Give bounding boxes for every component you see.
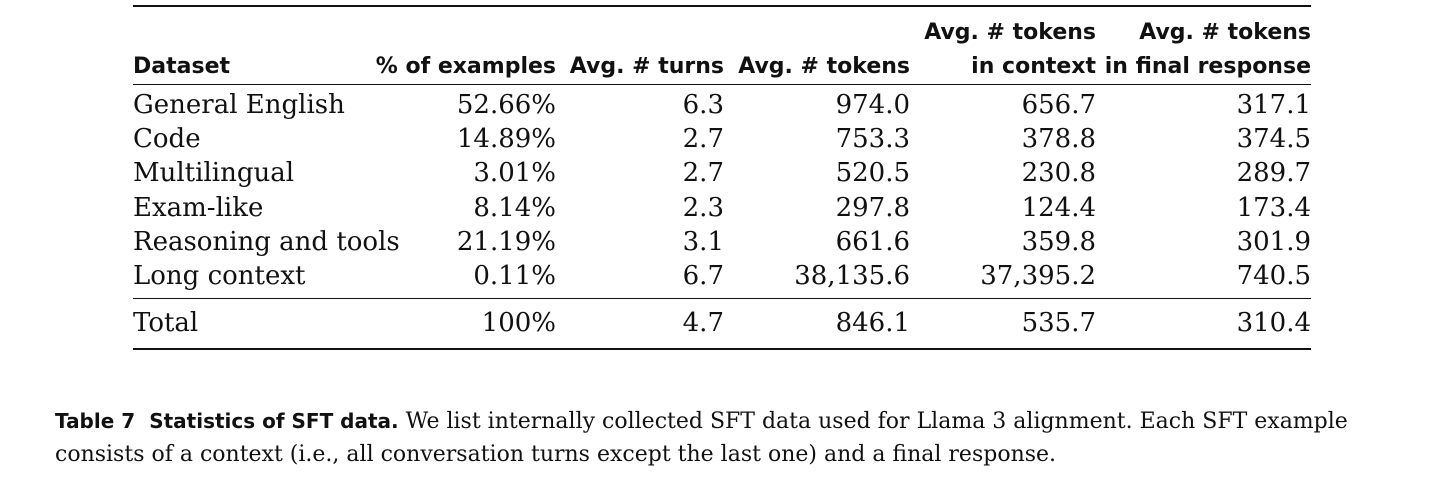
cell-avg-tokens-context: 230.8 [1021,158,1096,189]
header-dataset: Dataset [133,5,369,85]
cell-avg-tokens-context: 37,395.2 [980,261,1096,292]
cell-dataset: Reasoning and tools [133,226,400,257]
cell-avg-tokens-final-response: 317.1 [1236,90,1311,120]
cell-avg-tokens: 297.8 [835,192,910,223]
cell-dataset: General English [133,90,345,120]
table-body: General English 52.66% 6.3 974.0 656.7 317.1 C… [133,85,1311,299]
cell-avg-tokens-context: 656.7 [1021,90,1096,120]
cell-avg-tokens-final-response: 374.5 [1236,124,1311,155]
sft-statistics-table: Dataset % of examples Avg. # turns Avg. … [133,5,1311,351]
total-row: Total 100% 4.7 846.1 535.7 310.4 [133,298,1311,351]
cell-avg-tokens: 974.0 [835,90,910,120]
cell-avg-tokens-context: 378.8 [1021,124,1096,155]
caption-text: We list internally collected SFT data us… [55,409,1348,467]
sft-statistics-table-wrapper: Dataset % of examples Avg. # turns Avg. … [133,5,1311,351]
caption-title: Statistics of SFT data. [149,409,399,433]
cell-percent-examples: 0.11% [473,261,556,292]
cell-avg-turns: 6.3 [682,90,724,120]
table-caption: Table 7 Statistics of SFT data. We list … [55,405,1400,471]
cell-dataset: Multilingual [133,158,295,189]
cell-avg-tokens: 753.3 [835,124,910,155]
total-avg-tokens-context: 535.7 [910,298,1096,351]
cell-percent-examples: 52.66% [456,90,556,120]
table-row: General English 52.66% 6.3 974.0 656.7 317.1 [133,85,1311,123]
cell-avg-tokens: 661.6 [835,226,910,257]
total-percent-examples: 100% [369,298,556,351]
cell-dataset: Code [133,124,201,155]
cell-avg-tokens-context: 124.4 [1021,192,1096,223]
table-header: Dataset % of examples Avg. # turns Avg. … [133,5,1311,85]
table-row: Code 14.89% 2.7 753.3 378.8 374.5 [133,122,1311,156]
cell-avg-turns: 3.1 [682,226,724,257]
header-avg-tokens-final-response: Avg. # tokens in final response [1096,5,1311,85]
cell-dataset: Long context [133,261,306,292]
table-row: Reasoning and tools 21.19% 3.1 661.6 359.8 30… [133,225,1311,259]
cell-percent-examples: 8.14% [473,192,556,223]
cell-avg-tokens-final-response: 740.5 [1236,261,1311,292]
header-percent-examples: % of examples [369,5,556,85]
total-avg-tokens-final-response: 310.4 [1096,298,1311,351]
cell-avg-turns: 2.7 [682,158,724,189]
cell-dataset: Exam-like [133,192,264,223]
header-avg-tokens: Avg. # tokens [724,5,910,85]
header-avg-tokens-context: Avg. # tokens in context [910,5,1096,85]
cell-avg-tokens-final-response: 289.7 [1236,158,1311,189]
caption-label: Table 7 [55,409,136,433]
cell-avg-turns: 2.3 [682,192,724,223]
total-avg-tokens: 846.1 [724,298,910,351]
cell-avg-turns: 2.7 [682,124,724,155]
table-row: Multilingual 3.01% 2.7 520.5 230.8 289.7 [133,156,1311,190]
table-row: Exam-like 8.14% 2.3 297.8 124.4 173.4 [133,191,1311,225]
cell-percent-examples: 21.19% [456,226,556,257]
cell-avg-tokens: 38,135.6 [794,261,910,292]
cell-avg-tokens-context: 359.8 [1021,226,1096,257]
cell-avg-tokens-final-response: 301.9 [1236,226,1311,257]
cell-avg-tokens: 520.5 [835,158,910,189]
cell-percent-examples: 3.01% [473,158,556,189]
cell-avg-tokens-final-response: 173.4 [1236,192,1311,223]
cell-avg-turns: 6.7 [682,261,724,292]
total-avg-turns: 4.7 [556,298,724,351]
table-footer: Total 100% 4.7 846.1 535.7 310.4 [133,298,1311,351]
header-avg-turns: Avg. # turns [556,5,724,85]
table-row: Long context 0.11% 6.7 38,135.6 37,395.2 740.… [133,259,1311,299]
header-row: Dataset % of examples Avg. # turns Avg. … [133,5,1311,85]
cell-percent-examples: 14.89% [456,124,556,155]
total-label: Total [133,298,369,351]
